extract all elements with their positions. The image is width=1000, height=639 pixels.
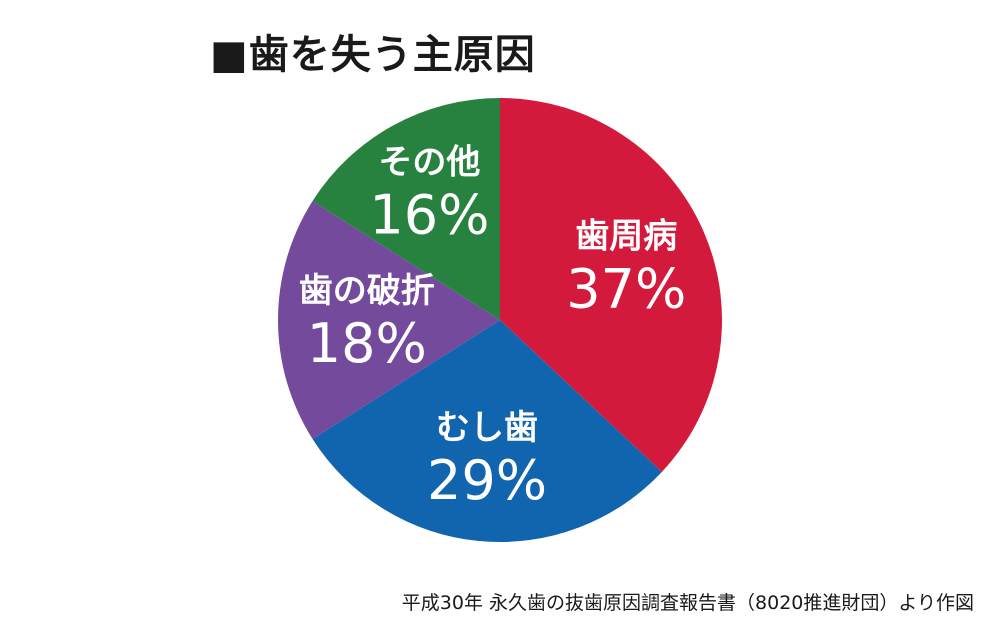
slice-label-2: むし歯 — [436, 408, 538, 448]
slice-value-2: 29% — [427, 449, 547, 512]
pie-slices — [278, 98, 723, 542]
pie-slice-4 — [312, 98, 500, 320]
slice-label-1: 歯周病 — [575, 216, 677, 256]
chart-title: ■歯を失う主原因 — [210, 32, 536, 78]
pie-slice-1 — [500, 98, 723, 472]
slice-label-4: その他 — [378, 143, 480, 183]
pie-slice-3 — [278, 201, 500, 439]
slice-value-1: 37% — [566, 257, 686, 320]
pie-slice-2 — [312, 320, 662, 542]
slice-value-4: 16% — [369, 184, 489, 247]
slice-value-3: 18% — [307, 312, 427, 375]
chart-source: 平成30年 永久歯の抜歯原因調査報告書（8020推進財団）より作図 — [401, 592, 974, 614]
slice-label-3: 歯の破折 — [299, 271, 435, 311]
